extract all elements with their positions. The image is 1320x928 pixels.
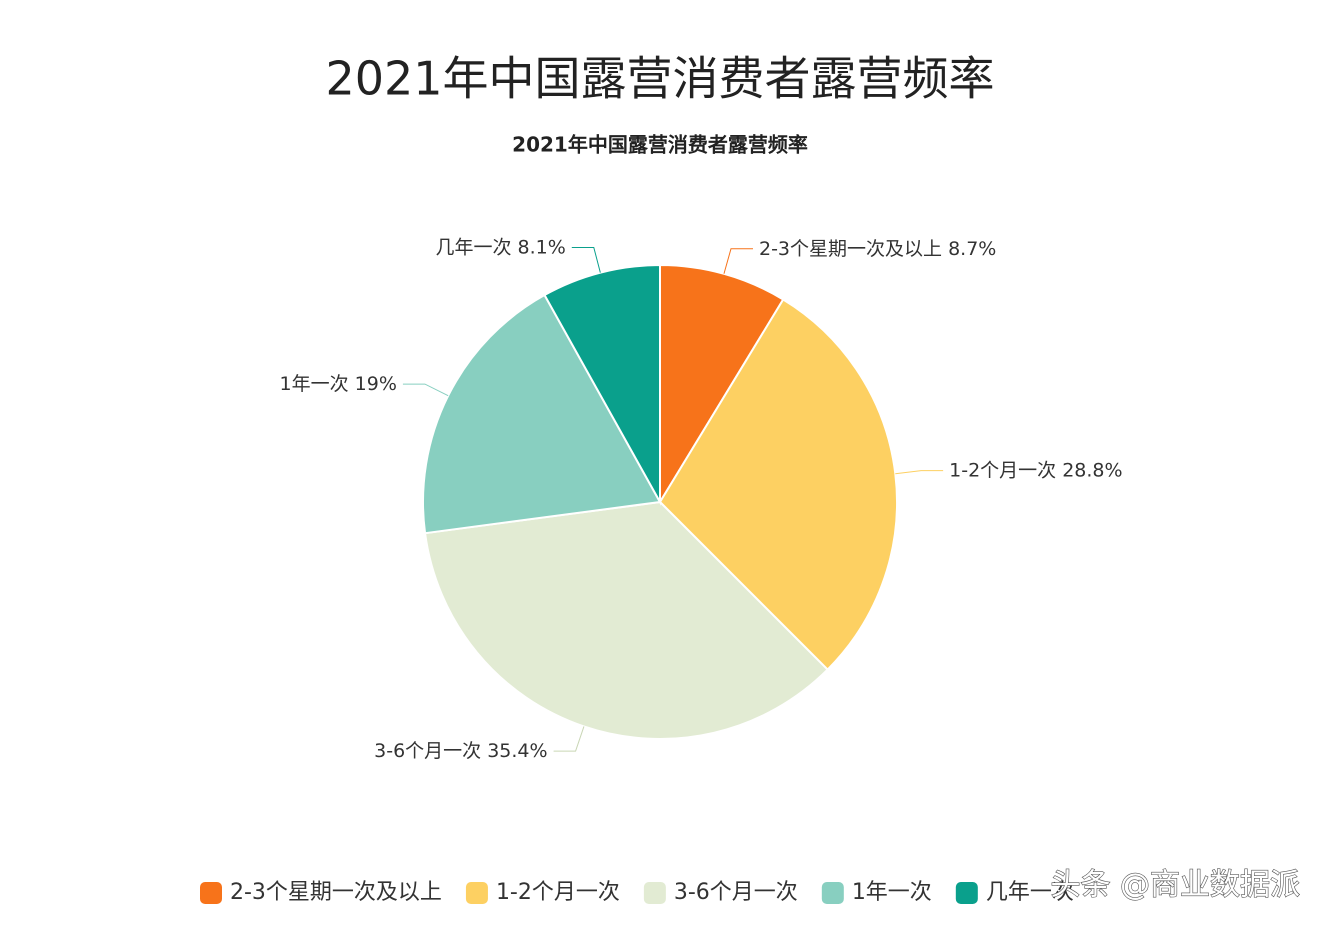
slice-label-value: 28.8% [1062,459,1122,481]
pie-slice [543,263,661,506]
legend-label: 3-6个月一次 [674,880,798,905]
slice-label: 几年一次 8.1% [435,236,565,258]
leader-line [571,246,601,273]
slice-label-name: 3-6个月一次 [374,740,481,762]
legend-label: 2-3个星期一次及以上 [230,880,442,905]
chart-title: 2021年中国露营消费者露营频率 [325,52,994,106]
pie-slice [422,293,662,535]
legend: 2-3个星期一次及以上 1-2个月一次 3-6个月一次 1年一次 几年一次 [200,880,1074,905]
legend-swatch [465,882,488,904]
slice-label: 1-2个月一次 28.8% [949,459,1122,481]
slice-label: 1年一次 19% [280,373,397,395]
slice-label-value: 19% [355,373,397,395]
slice-labels: 2-3个星期一次及以上 8.7% 1-2个月一次 28.8% 3-6个月一次 35.… [280,236,1123,762]
leader-line [723,248,753,274]
legend-swatch [821,882,844,904]
slice-label: 2-3个星期一次及以上 8.7% [759,237,996,259]
pie-slice [658,298,898,671]
slice-label-name: 2-3个星期一次及以上 [759,237,942,259]
legend-label: 几年一次 [986,880,1074,905]
slice-label: 3-6个月一次 35.4% [374,740,547,762]
pie-slice [423,500,829,740]
leader-line [553,726,585,752]
slice-label-name: 1年一次 [280,373,349,395]
pie [422,263,898,740]
slice-label-value: 8.1% [518,236,566,258]
watermark: 头条 @商业数据派 [1050,868,1300,903]
legend-swatch [200,882,222,904]
slice-label-value: 35.4% [487,740,547,762]
slice-label-value: 8.7% [948,237,996,259]
legend-label: 1-2个月一次 [496,880,620,905]
chart-subtitle: 2021年中国露营消费者露营频率 [512,133,808,157]
leader-line [895,470,944,475]
slice-label-name: 1-2个月一次 [949,459,1056,481]
legend-swatch [955,882,978,904]
legend-label: 1年一次 [852,880,932,905]
leader-line [402,383,449,397]
legend-swatch [643,882,666,904]
pie-slice [659,263,785,506]
slice-label-name: 几年一次 [435,236,511,258]
